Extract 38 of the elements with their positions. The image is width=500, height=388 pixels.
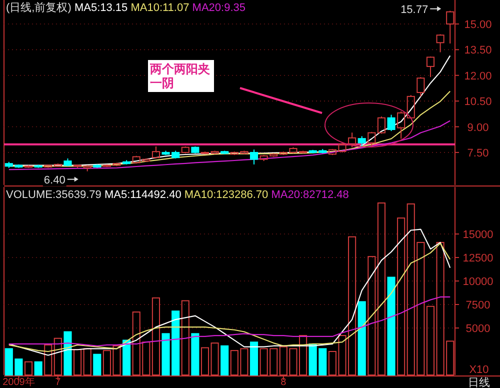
bar <box>358 301 366 376</box>
y-tick-label: 12500 <box>462 252 494 264</box>
line-series <box>8 120 451 170</box>
y-tick-label: 15000 <box>462 229 494 241</box>
annotation: 15.77 <box>400 4 428 16</box>
y-tick-label: 12.00 <box>464 70 492 82</box>
text: MA10:123286.70 <box>184 189 272 201</box>
y-tick-label: 10000 <box>462 276 494 288</box>
y-tick-label: 7500 <box>466 300 490 312</box>
bar <box>93 354 102 376</box>
bar <box>122 340 131 376</box>
bar <box>387 276 396 376</box>
annotation: 6.40 <box>44 174 66 186</box>
text: 日线 <box>468 376 490 388</box>
chart-title: (日线,前复权) <box>6 1 74 14</box>
y-tick-label: 9.00 <box>467 122 489 134</box>
text: MA5:114492.40 <box>104 189 184 201</box>
bar <box>191 333 200 376</box>
line-series <box>8 296 451 346</box>
text: MA10:11.07 <box>130 2 192 14</box>
text: MA20:9.35 <box>192 2 246 14</box>
text: MA5:13.15 <box>74 2 131 14</box>
bar <box>64 331 72 376</box>
x-tick-label: 7 <box>55 377 62 388</box>
text: MA20:82712.48 <box>271 189 349 201</box>
y-tick-label: 7.50 <box>467 147 489 160</box>
annotation: VOLUME:35639.79 <box>6 189 104 201</box>
annotation: 两个两阳夹一阴 <box>149 62 211 90</box>
bar <box>250 342 258 376</box>
y-tick-label: 5000 <box>466 323 490 335</box>
y-tick-label: 15.00 <box>464 18 492 31</box>
y-tick-label: 10.50 <box>464 96 492 108</box>
x-tick-label: 2009年 <box>2 376 35 388</box>
text: X10 <box>469 364 489 376</box>
y-tick-label: 13.50 <box>464 44 492 57</box>
x-tick-label: 8 <box>280 377 287 388</box>
bar <box>220 345 229 376</box>
bar <box>34 361 42 376</box>
